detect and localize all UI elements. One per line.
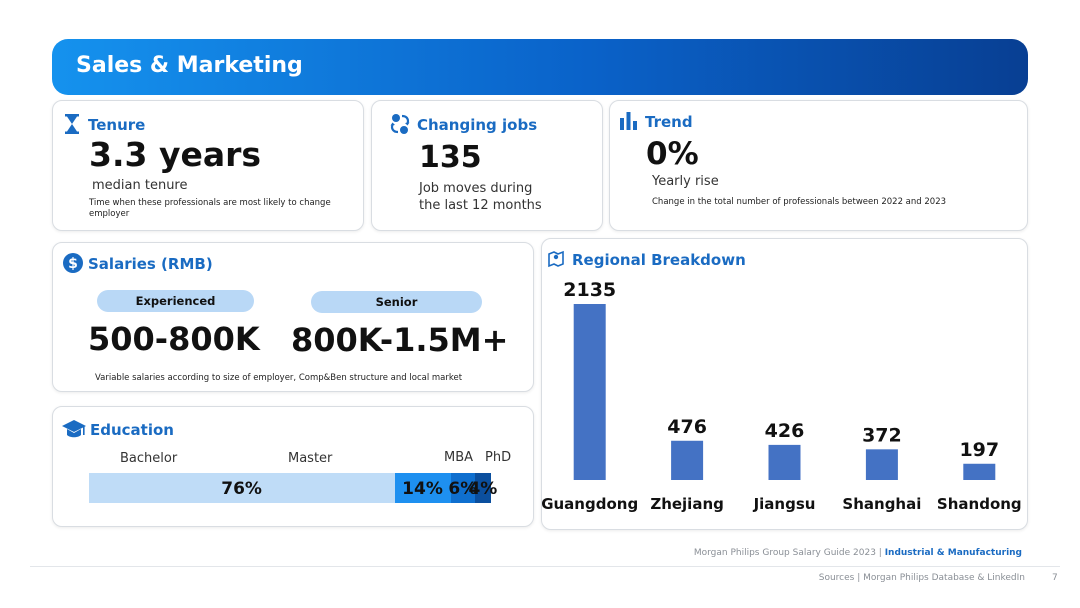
education-segment-bachelor xyxy=(89,473,395,503)
swap-arrows-icon xyxy=(390,114,410,134)
trend-subtitle: Yearly rise xyxy=(652,174,719,189)
footer-guide: Morgan Philips Group Salary Guide 2023 |… xyxy=(694,548,1022,558)
changing-jobs-title: Changing jobs xyxy=(417,116,538,134)
education-label-phd: PhD xyxy=(485,450,512,465)
salaries-title: Salaries (RMB) xyxy=(88,255,213,273)
footer-guide-text: Morgan Philips Group Salary Guide 2023 | xyxy=(693,548,885,558)
category-label-zhejiang: Zhejiang xyxy=(650,495,724,513)
tenure-note: Time when these professionals are most l… xyxy=(89,198,331,219)
hourglass-icon xyxy=(65,114,79,134)
education-card xyxy=(52,406,534,527)
salaries-note: Variable salaries according to size of e… xyxy=(95,373,463,383)
senior-pill: Senior xyxy=(311,291,482,313)
dollar-icon: $ xyxy=(63,253,83,273)
education-label-bachelor: Bachelor xyxy=(120,451,178,466)
education-segment-master xyxy=(394,473,451,503)
page-number: 7 xyxy=(1052,573,1058,583)
changing-jobs-value: 135 xyxy=(419,140,482,175)
regional-bar-chart: 2135 Guangdong 476 Zhejiang 426 Jiangsu 372 Sha… xyxy=(541,279,1022,513)
education-value-phd: 4% xyxy=(468,479,498,499)
map-pin-icon xyxy=(548,250,564,268)
tenure-subtitle: median tenure xyxy=(92,178,188,193)
trend-card xyxy=(609,100,1028,231)
bar-value-label-shanghai: 372 xyxy=(862,424,902,446)
education-segment-phd xyxy=(474,473,491,503)
education-title: Education xyxy=(90,421,174,439)
bar-shandong xyxy=(963,463,996,480)
education-stacked-bar: 76% 14% 6% 4% xyxy=(89,473,497,503)
footer-divider xyxy=(30,566,1060,567)
bar-shanghai xyxy=(865,449,898,480)
education-value-master: 14% xyxy=(402,479,443,499)
changing-jobs-line1: Job moves during xyxy=(419,181,533,196)
education-label-mba: MBA xyxy=(444,450,474,465)
regional-card xyxy=(541,238,1028,530)
category-label-shandong: Shandong xyxy=(937,495,1022,513)
regional-title: Regional Breakdown xyxy=(572,251,746,269)
bar-guangdong xyxy=(573,304,606,480)
bar-zhejiang xyxy=(671,440,704,480)
senior-salary-value: 800K-1.5M+ xyxy=(291,321,509,359)
changing-jobs-line2: the last 12 months xyxy=(419,198,542,213)
category-label-guangdong: Guangdong xyxy=(541,495,638,513)
section-header: Sales & Marketing xyxy=(52,39,1028,95)
trend-note: Change in the total number of profession… xyxy=(652,197,947,207)
experienced-salary-value: 500-800K xyxy=(88,320,260,358)
category-label-jiangsu: Jiangsu xyxy=(753,495,816,513)
changing-jobs-card xyxy=(371,100,603,231)
bar-value-label-shandong: 197 xyxy=(959,439,999,461)
footer-sources: Sources | Morgan Philips Database & Link… xyxy=(818,573,1025,583)
bar-value-label-zhejiang: 476 xyxy=(667,416,707,438)
category-label-shanghai: Shanghai xyxy=(842,495,921,513)
tenure-value: 3.3 years xyxy=(89,135,262,174)
education-value-bachelor: 76% xyxy=(221,479,262,499)
section-title: Sales & Marketing xyxy=(76,53,303,78)
salaries-card xyxy=(52,242,534,392)
trend-value: 0% xyxy=(646,136,699,172)
graduation-cap-icon xyxy=(62,420,86,438)
education-value-mba: 6% xyxy=(448,479,478,499)
bar-chart-icon xyxy=(620,112,637,130)
education-label-master: Master xyxy=(288,451,333,466)
bar-value-label-guangdong: 2135 xyxy=(563,279,616,301)
tenure-card xyxy=(52,100,364,231)
trend-title: Trend xyxy=(645,113,693,131)
tenure-title: Tenure xyxy=(88,116,146,134)
svg-text:$: $ xyxy=(68,256,78,272)
bar-value-label-jiangsu: 426 xyxy=(765,420,805,442)
experienced-pill: Experienced xyxy=(97,290,254,312)
footer-sector: Industrial & Manufacturing xyxy=(884,548,1022,558)
education-segment-mba xyxy=(450,473,475,503)
bar-jiangsu xyxy=(768,444,801,480)
